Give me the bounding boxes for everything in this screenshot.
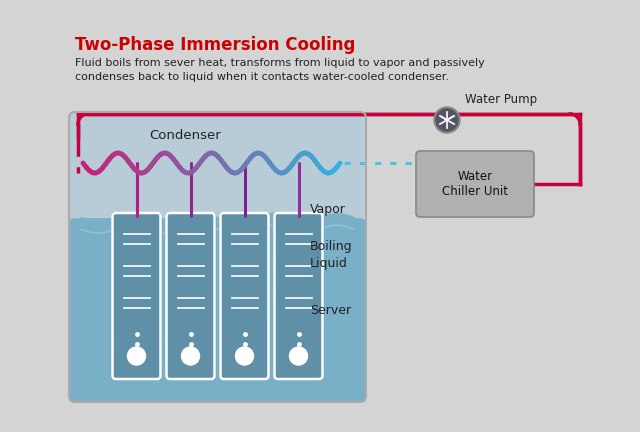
- Polygon shape: [440, 116, 454, 120]
- Text: Water
Chiller Unit: Water Chiller Unit: [442, 170, 508, 198]
- Bar: [75, 229, 360, 396]
- Text: Fluid boils from sever heat, transforms from liquid to vapor and passively
conde: Fluid boils from sever heat, transforms …: [75, 58, 484, 82]
- Circle shape: [236, 347, 253, 365]
- Circle shape: [436, 109, 458, 131]
- FancyBboxPatch shape: [111, 212, 161, 380]
- Text: Vapor: Vapor: [310, 203, 346, 216]
- Text: Two-Phase Immersion Cooling: Two-Phase Immersion Cooling: [75, 36, 355, 54]
- FancyBboxPatch shape: [273, 212, 323, 380]
- FancyBboxPatch shape: [275, 213, 323, 379]
- Text: Boiling
Liquid: Boiling Liquid: [310, 240, 353, 270]
- Circle shape: [434, 107, 460, 133]
- Text: Water Pump: Water Pump: [465, 93, 537, 107]
- FancyBboxPatch shape: [166, 213, 214, 379]
- Circle shape: [127, 347, 145, 365]
- Circle shape: [289, 347, 307, 365]
- FancyBboxPatch shape: [69, 218, 366, 402]
- Text: Condenser: Condenser: [149, 129, 221, 142]
- FancyBboxPatch shape: [166, 212, 216, 380]
- FancyBboxPatch shape: [69, 112, 366, 402]
- FancyBboxPatch shape: [221, 213, 269, 379]
- FancyBboxPatch shape: [416, 151, 534, 217]
- FancyBboxPatch shape: [220, 212, 269, 380]
- FancyBboxPatch shape: [113, 213, 161, 379]
- Text: Server: Server: [310, 304, 351, 317]
- Circle shape: [182, 347, 200, 365]
